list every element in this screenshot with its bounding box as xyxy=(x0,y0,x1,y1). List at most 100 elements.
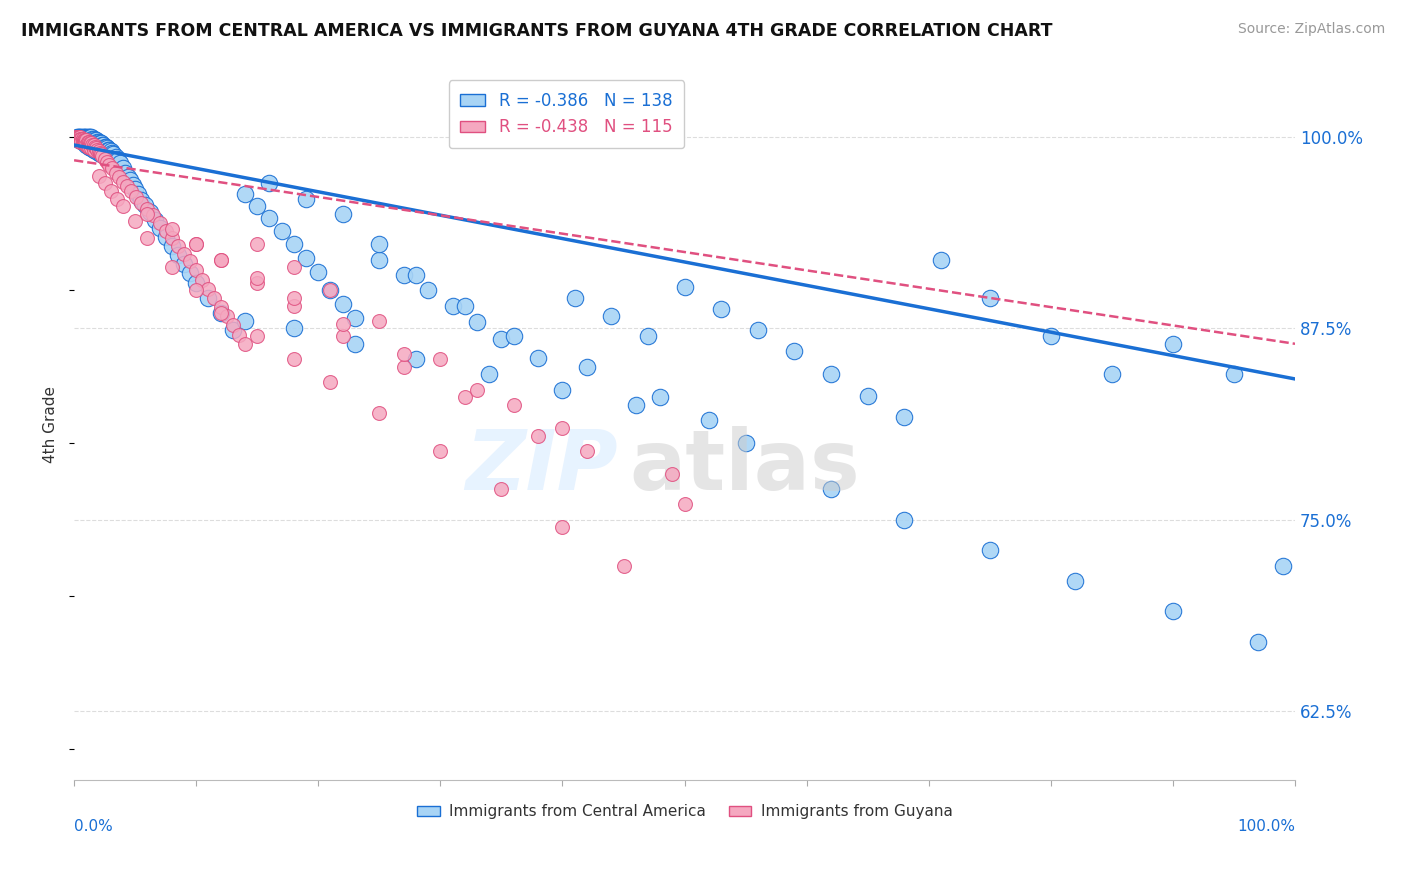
Point xyxy=(160,239,183,253)
Point xyxy=(710,301,733,316)
Point xyxy=(65,130,87,145)
Point xyxy=(75,130,97,145)
Text: atlas: atlas xyxy=(630,426,860,508)
Point xyxy=(75,138,97,153)
Point xyxy=(89,136,111,151)
Point xyxy=(75,138,97,153)
Point xyxy=(73,135,96,149)
Point xyxy=(179,254,201,268)
Point xyxy=(83,132,105,146)
Point xyxy=(84,133,107,147)
Point xyxy=(405,268,427,282)
Point xyxy=(79,139,101,153)
Point xyxy=(233,186,256,201)
Point xyxy=(93,149,115,163)
Point xyxy=(186,237,208,252)
Point xyxy=(87,135,110,149)
Point xyxy=(129,193,152,207)
Point xyxy=(69,130,91,145)
Point xyxy=(167,248,190,262)
Point xyxy=(564,291,586,305)
Point xyxy=(197,282,219,296)
Point xyxy=(97,143,120,157)
Point xyxy=(77,139,100,153)
Point xyxy=(94,139,117,153)
Point xyxy=(124,182,146,196)
Point xyxy=(186,263,208,277)
Point xyxy=(72,132,94,146)
Point xyxy=(246,329,269,343)
Point xyxy=(96,141,118,155)
Point xyxy=(134,197,156,211)
Point xyxy=(75,130,97,145)
Point xyxy=(75,136,97,151)
Point xyxy=(283,291,305,305)
Point xyxy=(392,347,415,361)
Point xyxy=(491,482,513,496)
Point xyxy=(283,321,305,335)
Point xyxy=(160,222,183,236)
Point xyxy=(209,252,232,267)
Point xyxy=(246,271,269,285)
Point xyxy=(90,147,112,161)
Point xyxy=(67,130,90,145)
Point xyxy=(368,314,391,328)
Point xyxy=(295,192,318,206)
Point xyxy=(70,133,93,147)
Point xyxy=(418,283,440,297)
Point xyxy=(332,329,354,343)
Point xyxy=(73,133,96,147)
Point xyxy=(139,205,162,219)
Point xyxy=(86,143,108,157)
Point xyxy=(101,147,124,161)
Point xyxy=(673,280,696,294)
Point xyxy=(283,299,305,313)
Text: ZIP: ZIP xyxy=(465,426,617,508)
Point xyxy=(429,352,451,367)
Point xyxy=(1271,558,1294,573)
Point xyxy=(734,436,756,450)
Point xyxy=(186,276,208,290)
Point xyxy=(575,359,598,374)
Text: IMMIGRANTS FROM CENTRAL AMERICA VS IMMIGRANTS FROM GUYANA 4TH GRADE CORRELATION : IMMIGRANTS FROM CENTRAL AMERICA VS IMMIG… xyxy=(21,22,1053,40)
Point xyxy=(76,135,98,149)
Point xyxy=(233,314,256,328)
Point xyxy=(650,390,672,404)
Point xyxy=(332,317,354,331)
Point xyxy=(246,199,269,213)
Point xyxy=(79,130,101,145)
Point xyxy=(228,327,250,342)
Point xyxy=(120,173,142,187)
Point xyxy=(93,152,115,166)
Point xyxy=(307,265,329,279)
Point xyxy=(76,138,98,153)
Point xyxy=(66,130,89,145)
Point xyxy=(110,156,132,170)
Point xyxy=(83,143,105,157)
Point xyxy=(69,132,91,146)
Text: 100.0%: 100.0% xyxy=(1237,819,1295,834)
Point xyxy=(173,257,195,271)
Point xyxy=(454,390,477,404)
Point xyxy=(136,207,159,221)
Point xyxy=(87,144,110,158)
Point xyxy=(160,231,183,245)
Point xyxy=(155,224,177,238)
Point xyxy=(67,130,90,145)
Point xyxy=(820,482,842,496)
Point xyxy=(1101,368,1123,382)
Point xyxy=(77,130,100,145)
Point xyxy=(319,283,342,297)
Point xyxy=(259,176,281,190)
Point xyxy=(82,141,104,155)
Point xyxy=(111,161,134,175)
Point xyxy=(77,135,100,149)
Point xyxy=(83,143,105,157)
Point xyxy=(105,192,128,206)
Point xyxy=(283,260,305,275)
Point xyxy=(136,202,159,217)
Point xyxy=(72,130,94,145)
Point xyxy=(1223,368,1246,382)
Point xyxy=(283,352,305,367)
Point xyxy=(72,135,94,149)
